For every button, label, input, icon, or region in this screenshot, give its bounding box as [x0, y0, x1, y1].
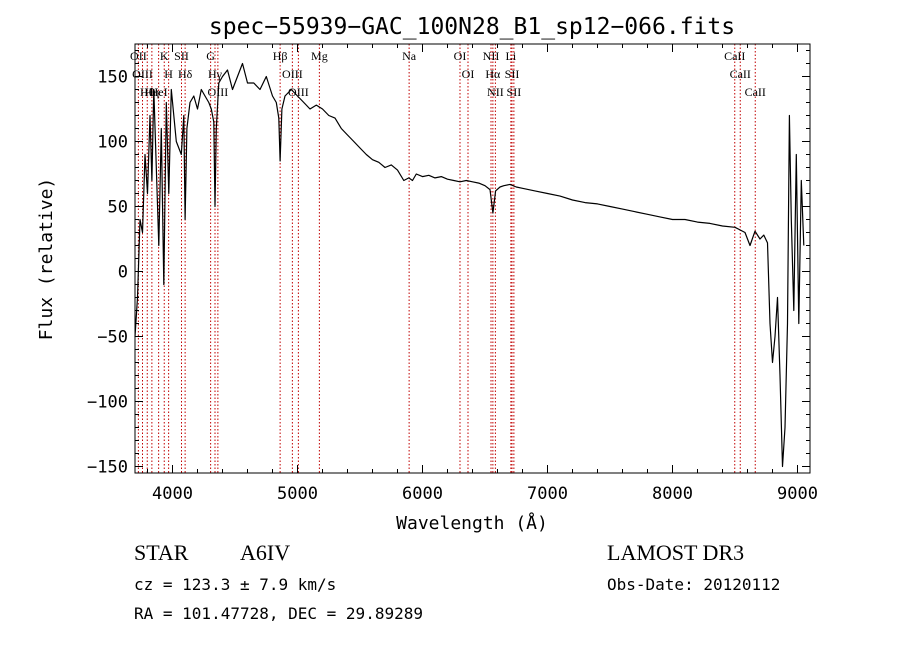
- redshift-cz: cz = 123.3 ± 7.9 km/s: [134, 575, 337, 594]
- spectral-line-label: OIII: [282, 67, 303, 81]
- y-tick-label: 0: [118, 263, 128, 283]
- coordinates: RA = 101.47728, DEC = 29.89289: [134, 604, 423, 623]
- spectral-line-label: Hδ: [178, 67, 193, 81]
- spectral-line-label: OI: [454, 49, 467, 63]
- spectral-line-label: SII: [507, 85, 522, 99]
- plot-frame: [134, 43, 811, 474]
- x-tick-label: 9000: [777, 484, 818, 504]
- spectral-line-label: CaII: [724, 49, 745, 63]
- y-axis-label: Flux (relative): [36, 178, 57, 341]
- y-tick-label: 50: [108, 198, 128, 218]
- spectral-line-label: OII: [130, 49, 147, 63]
- observation-date: Obs-Date: 20120112: [607, 575, 781, 594]
- y-tick-label: −150: [87, 458, 128, 478]
- x-axis-label: Wavelength (Å): [396, 512, 548, 534]
- spectral-line-label: Mg: [311, 49, 328, 63]
- spectral-line-label: Li: [506, 49, 517, 63]
- spectral-line-label: OIII: [132, 67, 153, 81]
- spectral-line-label: H: [164, 67, 173, 81]
- survey-name: LAMOST DR3: [607, 540, 745, 565]
- spectral-line-label: K: [160, 49, 169, 63]
- x-tick-label: 8000: [652, 484, 693, 504]
- object-subclass: A6IV: [240, 540, 291, 565]
- spectral-line-label: Hθ: [140, 85, 155, 99]
- spectral-line-label: Hβ: [273, 49, 288, 63]
- y-tick-label: −100: [87, 393, 128, 413]
- x-tick-label: 7000: [527, 484, 568, 504]
- spectral-line-label: Na: [402, 49, 417, 63]
- spectral-line-label: Hγ: [208, 67, 223, 81]
- y-tick-label: −50: [97, 328, 128, 348]
- chart-title: spec−55939−GAC_100N28_B1_sp12−066.fits: [209, 14, 735, 40]
- spectral-line-label: G: [206, 49, 215, 63]
- spectral-line-label: Hη: [144, 85, 159, 99]
- spectral-line-label: SII: [174, 49, 189, 63]
- x-tick-label: 6000: [402, 484, 443, 504]
- spectral-line-label: Hα: [485, 67, 501, 81]
- y-tick-label: 100: [97, 133, 128, 153]
- spectral-line-label: CaII: [730, 67, 751, 81]
- y-tick-label: 150: [97, 68, 128, 88]
- spectral-line-label: HeI: [150, 85, 168, 99]
- object-class: STAR: [134, 540, 189, 565]
- spectrum-flux-line: [134, 62, 805, 468]
- spectral-line-label: OIII: [288, 85, 309, 99]
- x-tick-label: 4000: [152, 484, 193, 504]
- x-tick-label: 5000: [277, 484, 318, 504]
- spectral-line-label: OI: [462, 67, 475, 81]
- spectral-line-label: NII: [487, 85, 504, 99]
- spectral-line-label: CaII: [745, 85, 766, 99]
- spectral-line-label: SII: [505, 67, 520, 81]
- spectral-line-label: NII: [483, 49, 500, 63]
